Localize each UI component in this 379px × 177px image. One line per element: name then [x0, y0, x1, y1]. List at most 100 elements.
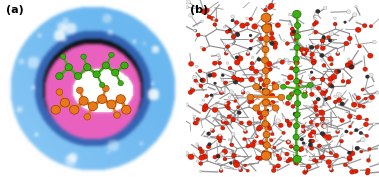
Circle shape [344, 21, 346, 23]
Circle shape [365, 171, 370, 175]
Circle shape [365, 75, 369, 78]
Circle shape [268, 6, 272, 10]
Circle shape [285, 119, 289, 122]
Circle shape [237, 56, 243, 61]
Circle shape [245, 22, 249, 26]
Circle shape [294, 60, 299, 65]
Circle shape [289, 100, 292, 102]
Circle shape [273, 146, 276, 149]
Circle shape [221, 120, 226, 124]
Circle shape [304, 50, 307, 53]
Circle shape [312, 61, 315, 65]
Circle shape [362, 105, 365, 107]
Circle shape [263, 8, 268, 12]
Circle shape [199, 84, 203, 88]
Circle shape [276, 119, 280, 123]
Circle shape [329, 151, 333, 155]
Circle shape [226, 51, 229, 53]
Circle shape [310, 56, 313, 59]
Circle shape [320, 46, 325, 50]
Circle shape [337, 99, 341, 102]
Circle shape [216, 155, 220, 158]
Circle shape [102, 62, 110, 69]
Circle shape [304, 169, 308, 172]
Circle shape [322, 133, 327, 138]
Circle shape [217, 54, 220, 57]
Text: (b): (b) [190, 5, 208, 15]
Circle shape [235, 77, 241, 82]
Circle shape [337, 92, 341, 96]
Circle shape [362, 24, 367, 28]
Circle shape [336, 130, 340, 133]
Circle shape [230, 143, 234, 147]
Circle shape [271, 100, 275, 104]
Circle shape [357, 44, 362, 48]
Circle shape [271, 133, 274, 136]
Circle shape [197, 82, 199, 85]
Circle shape [311, 26, 314, 29]
Circle shape [316, 97, 320, 101]
Circle shape [236, 32, 239, 35]
Circle shape [333, 22, 337, 26]
Circle shape [200, 150, 204, 154]
Circle shape [355, 5, 357, 8]
Circle shape [349, 64, 354, 69]
Circle shape [263, 43, 266, 46]
Circle shape [196, 160, 199, 162]
Circle shape [226, 62, 229, 64]
Circle shape [246, 169, 249, 172]
Circle shape [60, 54, 66, 59]
Circle shape [193, 115, 196, 118]
Circle shape [262, 89, 269, 95]
Circle shape [269, 68, 272, 71]
Circle shape [232, 75, 236, 80]
Circle shape [258, 77, 263, 82]
Circle shape [372, 40, 376, 44]
Circle shape [202, 154, 207, 159]
Circle shape [337, 51, 339, 54]
Circle shape [323, 124, 327, 128]
Circle shape [363, 122, 368, 127]
Circle shape [220, 168, 222, 171]
Circle shape [265, 133, 269, 138]
Circle shape [207, 15, 211, 19]
Circle shape [216, 154, 220, 158]
Circle shape [280, 60, 285, 64]
Circle shape [312, 77, 315, 80]
Circle shape [233, 160, 238, 165]
Circle shape [360, 138, 365, 142]
Circle shape [213, 23, 217, 26]
Circle shape [309, 120, 313, 124]
Circle shape [324, 103, 327, 106]
Circle shape [231, 15, 235, 18]
Circle shape [196, 33, 200, 37]
Circle shape [235, 33, 240, 37]
Circle shape [218, 112, 220, 114]
Circle shape [348, 114, 352, 119]
Circle shape [314, 108, 318, 112]
Circle shape [313, 44, 315, 46]
Circle shape [222, 149, 228, 154]
Circle shape [258, 86, 262, 90]
Circle shape [270, 93, 275, 98]
Circle shape [278, 123, 283, 128]
Circle shape [325, 120, 329, 123]
Circle shape [194, 30, 196, 32]
Circle shape [234, 60, 240, 65]
Circle shape [267, 127, 272, 131]
Circle shape [301, 129, 304, 131]
Circle shape [373, 123, 376, 125]
Circle shape [214, 82, 216, 85]
Circle shape [321, 59, 323, 61]
Circle shape [237, 111, 241, 115]
Circle shape [252, 140, 256, 143]
Circle shape [246, 144, 250, 148]
Circle shape [330, 63, 333, 66]
Circle shape [249, 95, 251, 98]
Circle shape [278, 58, 282, 62]
Circle shape [224, 81, 227, 84]
Circle shape [213, 18, 215, 20]
Circle shape [188, 90, 193, 95]
Circle shape [269, 101, 273, 105]
Circle shape [226, 30, 229, 33]
